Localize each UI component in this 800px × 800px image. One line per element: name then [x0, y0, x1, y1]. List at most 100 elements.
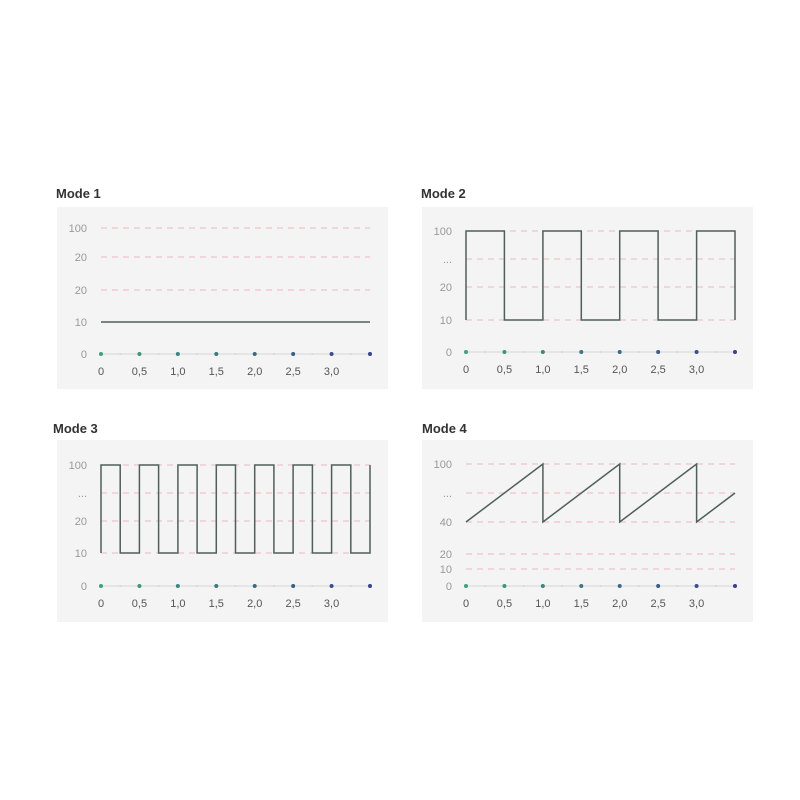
x-axis-dot — [291, 352, 296, 356]
x-axis-minor-dot — [234, 353, 237, 355]
y-tick-label: 20 — [440, 549, 452, 561]
x-tick-label: 0,5 — [497, 598, 512, 610]
x-axis-dot — [175, 584, 180, 588]
x-axis-dot — [617, 584, 622, 588]
y-tick-label: 100 — [69, 223, 87, 235]
x-axis-minor-dot — [676, 585, 679, 587]
chart-title-mode-3: Mode 3 — [53, 421, 98, 436]
x-tick-label: 3,0 — [689, 364, 704, 376]
y-tick-label: 20 — [75, 516, 87, 528]
waveform-line — [465, 230, 736, 321]
x-tick-label: 1,0 — [535, 598, 550, 610]
x-tick-label: 1,5 — [574, 364, 589, 376]
x-axis-minor-dot — [349, 353, 352, 355]
x-tick-label: 1,5 — [574, 598, 589, 610]
y-tick-label: 0 — [446, 347, 452, 359]
x-tick-label: 1,0 — [170, 366, 185, 378]
x-tick-label: 0 — [98, 366, 104, 378]
x-tick-label: 3,0 — [324, 366, 339, 378]
x-axis-minor-dot — [196, 353, 199, 355]
x-axis-dot — [252, 584, 257, 588]
x-tick-label: 2,0 — [612, 364, 627, 376]
x-tick-label: 3,0 — [324, 598, 339, 610]
x-axis-minor-dot — [637, 351, 640, 353]
y-tick-label: 20 — [75, 252, 87, 264]
x-axis-minor-dot — [311, 353, 314, 355]
chart-panel-mode-4: 100... 40 20 10 0 0 0,5 1,0 1,5 2,0 2,5 3,0 — [422, 440, 753, 622]
x-tick-label: 0,5 — [132, 598, 147, 610]
x-axis-dot — [694, 350, 699, 354]
x-axis-dot — [540, 350, 545, 354]
x-axis-dot — [579, 350, 584, 354]
x-axis-minor-dot — [349, 585, 352, 587]
y-tick-label: ... — [443, 254, 452, 266]
y-tick-label: 20 — [440, 282, 452, 294]
x-tick-label: 1,0 — [170, 598, 185, 610]
x-axis-dot — [733, 350, 737, 354]
x-axis-dot — [137, 352, 142, 356]
x-tick-label: 2,5 — [650, 598, 665, 610]
x-axis-minor-dot — [157, 585, 160, 587]
x-tick-label: 1,0 — [535, 364, 550, 376]
y-tick-label: 0 — [81, 349, 87, 361]
x-axis-minor-dot — [119, 353, 122, 355]
x-axis-minor-dot — [637, 585, 640, 587]
x-axis-minor-dot — [119, 585, 122, 587]
x-axis-dot — [291, 584, 296, 588]
y-tick-label: 100 — [69, 460, 87, 472]
x-axis-dot — [502, 350, 507, 354]
x-tick-label: 2,0 — [612, 598, 627, 610]
x-axis-minor-dot — [522, 351, 525, 353]
x-axis-minor-dot — [676, 351, 679, 353]
x-axis-dot — [329, 352, 334, 356]
y-tick-label: ... — [443, 488, 452, 500]
y-tick-label: 0 — [81, 581, 87, 593]
chart-panel-mode-1: 100 20 20 10 0 0 0,5 1,0 1,5 2,0 2,5 3,0 — [57, 207, 388, 389]
x-axis-minor-dot — [484, 585, 487, 587]
x-axis-minor-dot — [311, 585, 314, 587]
y-tick-label: 100 — [434, 226, 452, 238]
x-tick-label: 2,0 — [247, 598, 262, 610]
x-axis-minor-dot — [272, 585, 275, 587]
x-tick-label: 0,5 — [497, 364, 512, 376]
x-tick-label: 2,0 — [247, 366, 262, 378]
waveform-line — [465, 462, 736, 524]
x-axis-dot — [694, 584, 699, 588]
chart-title-mode-2: Mode 2 — [421, 186, 466, 201]
y-tick-label: 10 — [440, 564, 452, 576]
x-axis-dot — [617, 350, 622, 354]
x-axis-minor-dot — [196, 585, 199, 587]
x-tick-label: 0 — [463, 364, 469, 376]
x-axis-dot — [733, 584, 737, 588]
x-tick-label: 2,5 — [285, 598, 300, 610]
x-axis-dot — [579, 584, 584, 588]
x-tick-label: 0 — [98, 598, 104, 610]
x-axis-minor-dot — [561, 585, 564, 587]
x-tick-label: 3,0 — [689, 598, 704, 610]
x-axis-dot — [656, 584, 661, 588]
x-axis-dot — [252, 352, 257, 356]
y-tick-label: 100 — [434, 459, 452, 471]
x-axis-dot — [175, 352, 180, 356]
y-tick-label: ... — [78, 488, 87, 500]
x-axis-dot — [540, 584, 545, 588]
x-axis-minor-dot — [484, 351, 487, 353]
y-tick-label: 0 — [446, 581, 452, 593]
x-tick-label: 2,5 — [285, 366, 300, 378]
x-axis-dot — [464, 350, 468, 354]
x-axis-dot — [656, 350, 661, 354]
waveform-line — [100, 464, 371, 554]
x-axis-dot — [368, 584, 372, 588]
x-axis-dot — [99, 584, 103, 588]
x-axis-minor-dot — [599, 585, 602, 587]
x-tick-label: 2,5 — [650, 364, 665, 376]
chart-panel-mode-2: 100... 20 10 0 0 0,5 1,0 1,5 2,0 2,5 3,0 — [422, 207, 753, 389]
x-axis-dot — [368, 352, 372, 356]
x-tick-label: 0,5 — [132, 366, 147, 378]
x-axis-minor-dot — [272, 353, 275, 355]
x-axis-dot — [329, 584, 334, 588]
x-axis-minor-dot — [599, 351, 602, 353]
x-axis-dot — [214, 584, 219, 588]
